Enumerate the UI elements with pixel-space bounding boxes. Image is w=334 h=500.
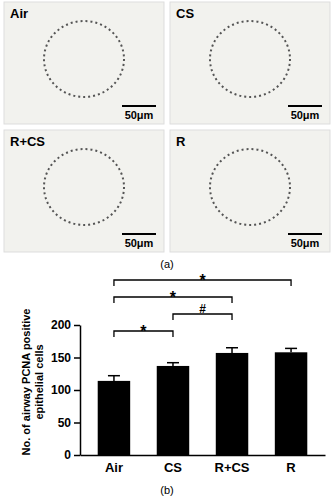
bar: [157, 366, 189, 455]
error-stem: [231, 348, 233, 353]
scale-bar-label: 50μm: [291, 109, 320, 121]
y-tick: 100: [51, 383, 80, 397]
bar: [275, 352, 307, 455]
significance-label: *: [140, 323, 147, 340]
x-tick: CS: [164, 455, 182, 475]
y-tick: 150: [51, 351, 80, 365]
micrograph: R 50μm: [170, 130, 330, 252]
error-cap: [167, 362, 179, 364]
error-cap: [108, 375, 120, 377]
significance-label: #: [199, 302, 206, 316]
image-frame: [170, 2, 330, 124]
significance-bracket: *: [114, 323, 173, 340]
panel-label: (a): [160, 258, 173, 270]
y-axis-title-line: No. of airway PCNA positive: [20, 309, 32, 456]
bar: [216, 353, 248, 455]
scale-bar: [288, 105, 322, 107]
y-tick: 50: [58, 416, 80, 430]
image-label: CS: [176, 6, 194, 21]
x-tick-label: R+CS: [214, 460, 249, 475]
bar: [98, 381, 130, 455]
micrograph: Air 50μm: [4, 2, 164, 124]
error-bar: [226, 348, 238, 353]
image-frame: [4, 130, 164, 252]
error-stem: [113, 376, 115, 381]
y-axis-title-line: epithelial cells: [33, 344, 45, 419]
y-tick-label: 200: [51, 318, 71, 332]
airway: [44, 21, 124, 97]
y-tick-label: 150: [51, 351, 71, 365]
significance-label: *: [170, 289, 177, 306]
image-label: R+CS: [10, 134, 45, 149]
error-bar: [108, 376, 120, 381]
x-axis: Air CS R+CS R: [81, 455, 326, 475]
image-frame: [4, 2, 164, 124]
scale-bar: [122, 233, 156, 235]
airway: [210, 21, 290, 97]
scale-bar-label: 50μm: [125, 237, 154, 249]
x-tick-label: R: [286, 460, 296, 475]
significance-bracket: #: [173, 302, 232, 320]
y-tick-mark: [74, 422, 80, 424]
error-bar: [285, 348, 297, 352]
y-tick-mark: [74, 357, 80, 359]
image-label: R: [176, 134, 186, 149]
scale-bar: [122, 105, 156, 107]
figure: Air 50μm CS 50μm R+CS 50μm R 50μm (a) 0 50 100 150 20…: [0, 0, 334, 500]
image-label: Air: [10, 6, 28, 21]
y-axis-title: No. of airway PCNA positiveepithelial ce…: [20, 309, 45, 456]
y-tick-mark: [74, 325, 80, 327]
airway: [210, 149, 290, 225]
y-tick-mark: [74, 455, 80, 457]
significance-bracket: *: [114, 289, 232, 306]
panel-label: (b): [160, 484, 173, 496]
x-tick-label: CS: [164, 460, 182, 475]
airway: [44, 149, 124, 225]
y-tick: 0: [64, 448, 80, 462]
x-tick: R: [286, 455, 296, 475]
significance-bracket: *: [114, 272, 291, 289]
y-tick-label: 100: [51, 383, 71, 397]
plot-area: [98, 348, 308, 455]
error-bar: [167, 363, 179, 366]
y-tick: 200: [51, 318, 80, 332]
significance-label: *: [199, 272, 206, 289]
y-tick-label: 50: [58, 416, 72, 430]
micrograph: R+CS 50μm: [4, 130, 164, 252]
scale-bar: [288, 233, 322, 235]
x-tick-label: Air: [105, 460, 123, 475]
y-tick-mark: [74, 390, 80, 392]
micrograph: CS 50μm: [170, 2, 330, 124]
error-cap: [285, 348, 297, 350]
x-tick: R+CS: [214, 455, 249, 475]
x-tick: Air: [105, 455, 123, 475]
y-tick-label: 0: [64, 448, 71, 462]
image-frame: [170, 130, 330, 252]
y-axis: 0 50 100 150 200: [51, 318, 81, 462]
scale-bar-label: 50μm: [291, 237, 320, 249]
error-cap: [226, 347, 238, 349]
scale-bar-label: 50μm: [125, 109, 154, 121]
